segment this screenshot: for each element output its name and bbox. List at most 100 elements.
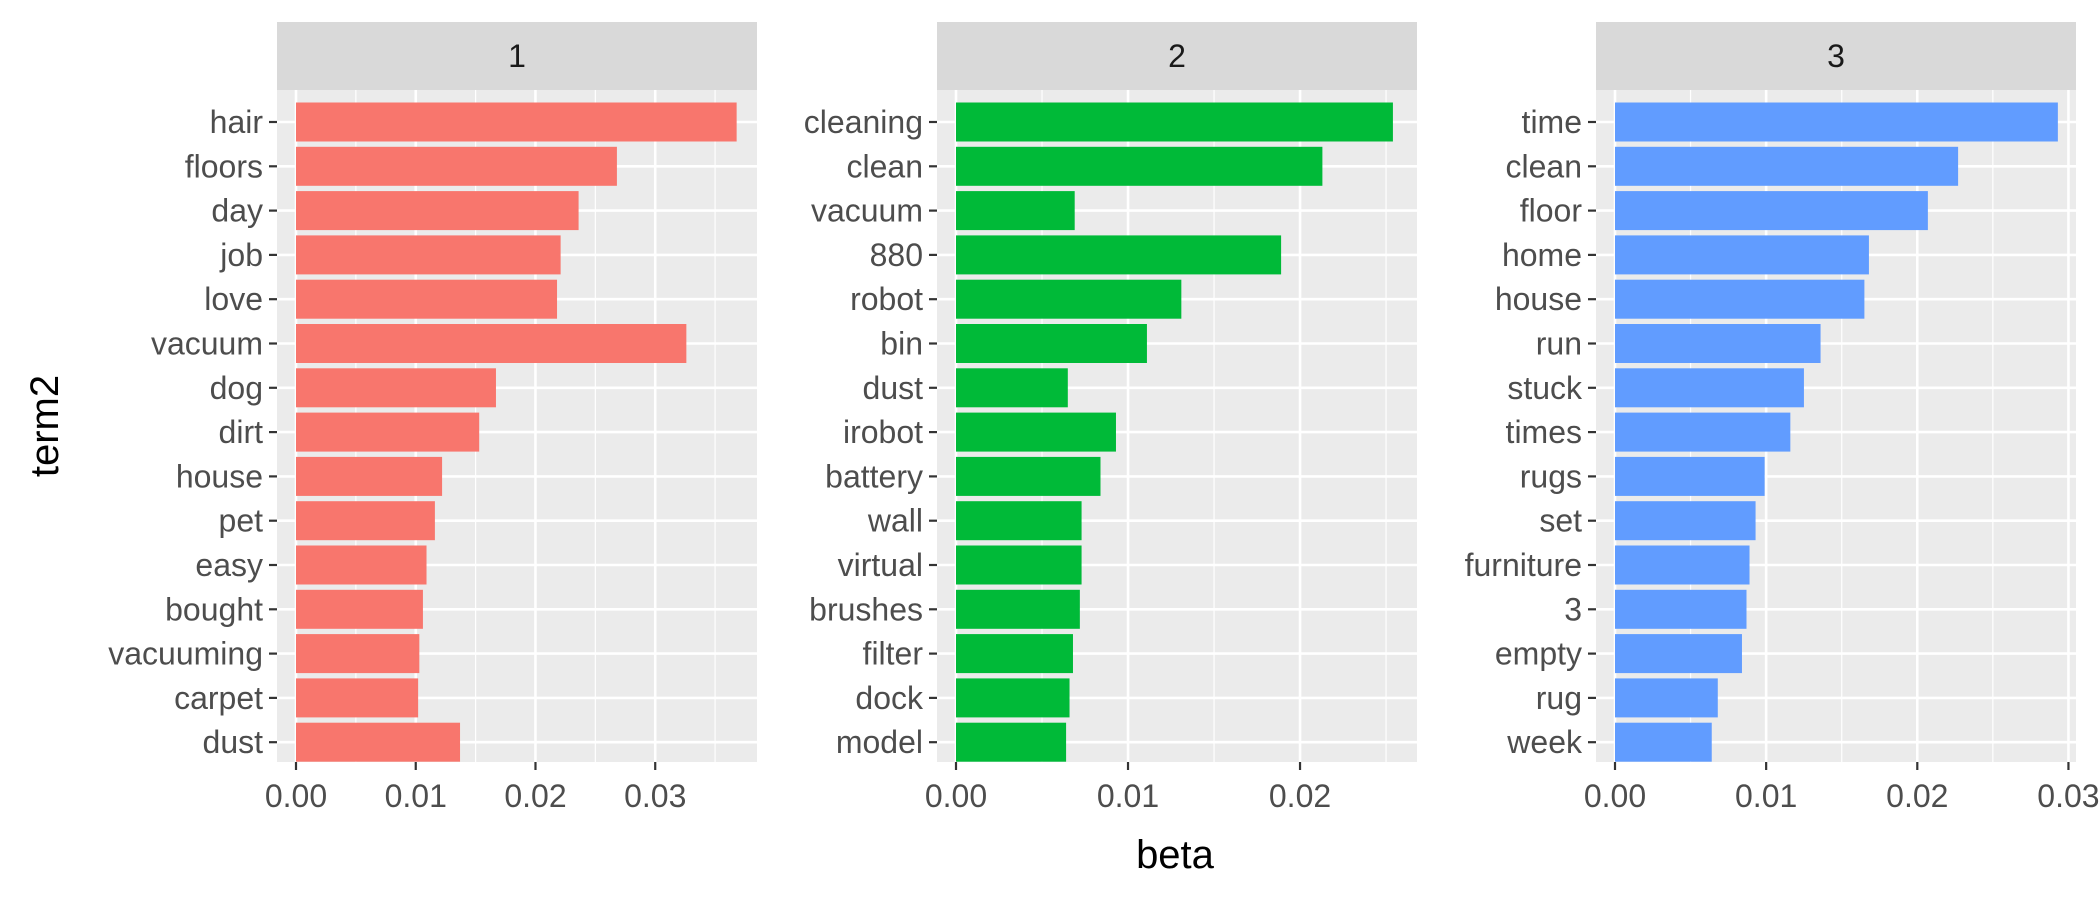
- bar-job: [296, 235, 561, 275]
- x-tick-label: 0.00: [1584, 778, 1646, 814]
- y-tick-label: dust: [203, 724, 264, 760]
- x-tick-label: 0.02: [1269, 778, 1331, 814]
- bar-stuck: [1615, 368, 1804, 408]
- y-axis-title: term2: [23, 375, 67, 477]
- y-tick-label: carpet: [174, 680, 263, 716]
- facet-panel-3: 3 time clean floor home house run stuck times rug…: [1465, 22, 2100, 814]
- bar-run: [1615, 324, 1821, 363]
- y-tick-label: week: [1506, 724, 1583, 760]
- y-tick-label: vacuum: [151, 326, 263, 362]
- bar-bin: [956, 324, 1147, 363]
- y-tick-label: dock: [855, 680, 924, 716]
- bar-easy: [296, 545, 427, 585]
- bar-cleaning: [956, 102, 1393, 142]
- bar-dog: [296, 368, 496, 408]
- y-tick-label: times: [1506, 414, 1582, 450]
- bar-home: [1615, 235, 1869, 275]
- y-tick-label: rug: [1536, 680, 1582, 716]
- bar-rug: [1615, 678, 1718, 718]
- facet-strip-label: 3: [1827, 38, 1845, 74]
- y-tick-label: pet: [219, 503, 264, 539]
- bar-wall: [956, 501, 1082, 541]
- bar-clean: [956, 146, 1323, 186]
- facet-strip: [1596, 22, 2076, 90]
- bar-pet: [296, 501, 435, 541]
- y-tick-label: set: [1539, 503, 1582, 539]
- y-tick-label: dog: [210, 370, 263, 406]
- bar-model: [956, 722, 1067, 762]
- x-tick-label: 0.00: [925, 778, 987, 814]
- bar-vacuuming: [296, 634, 420, 674]
- y-tick-label: brushes: [809, 591, 923, 627]
- y-tick-label: stuck: [1507, 370, 1583, 406]
- x-axis-title: beta: [1136, 833, 1215, 877]
- bar-time: [1615, 102, 2058, 142]
- y-tick-label: easy: [195, 547, 263, 583]
- y-tick-label: battery: [825, 458, 923, 494]
- y-tick-label: dirt: [219, 414, 264, 450]
- bar-carpet: [296, 678, 419, 718]
- bar-dock: [956, 678, 1070, 718]
- bar-irobot: [956, 412, 1116, 452]
- y-tick-label: floors: [185, 148, 263, 184]
- bar-virtual: [956, 545, 1082, 585]
- y-tick-label: robot: [850, 281, 923, 317]
- y-tick-label: cleaning: [804, 104, 923, 140]
- y-tick-label: bought: [165, 591, 263, 627]
- y-tick-label: home: [1502, 237, 1582, 273]
- facet-strip-label: 1: [508, 38, 526, 74]
- facet-strip: [277, 22, 757, 90]
- bar-brushes: [956, 589, 1080, 629]
- x-tick-label: 0.01: [1097, 778, 1159, 814]
- y-tick-label: virtual: [838, 547, 923, 583]
- facet-panel-2: 2 cleaning clean vacuum 880 robot bin dust irobo…: [804, 22, 1417, 814]
- bar-vacuum: [956, 191, 1075, 231]
- y-tick-label: vacuum: [811, 193, 923, 229]
- bar-love: [296, 279, 558, 319]
- bar-furniture: [1615, 545, 1750, 585]
- y-tick-label: 3: [1564, 591, 1582, 627]
- y-tick-label: empty: [1495, 636, 1582, 672]
- y-tick-label: day: [211, 193, 263, 229]
- bar-day: [296, 191, 579, 231]
- bar-battery: [956, 456, 1101, 496]
- x-tick-label: 0.03: [2037, 778, 2099, 814]
- facet-strip-label: 2: [1168, 38, 1186, 74]
- x-tick-label: 0.01: [385, 778, 447, 814]
- bar-dust: [296, 722, 461, 762]
- y-tick-label: rugs: [1520, 458, 1582, 494]
- y-tick-label: model: [836, 724, 923, 760]
- bar-3: [1615, 589, 1747, 629]
- bar-empty: [1615, 634, 1742, 674]
- y-tick-label: house: [1495, 281, 1582, 317]
- bar-vacuum: [296, 324, 687, 363]
- bar-floor: [1615, 191, 1928, 231]
- x-tick-label: 0.00: [265, 778, 327, 814]
- bar-house: [296, 456, 443, 496]
- y-tick-label: 880: [870, 237, 923, 273]
- y-tick-label: clean: [1506, 148, 1583, 184]
- y-tick-label: wall: [867, 503, 923, 539]
- bar-clean: [1615, 146, 1959, 186]
- bar-dust: [956, 368, 1068, 408]
- x-tick-label: 0.02: [1886, 778, 1948, 814]
- y-tick-label: hair: [210, 104, 264, 140]
- y-tick-label: floor: [1520, 193, 1583, 229]
- y-tick-label: dust: [863, 370, 924, 406]
- x-tick-label: 0.03: [624, 778, 686, 814]
- y-tick-label: filter: [863, 636, 924, 672]
- y-tick-label: job: [219, 237, 263, 273]
- y-tick-label: clean: [847, 148, 924, 184]
- bar-880: [956, 235, 1282, 275]
- bar-robot: [956, 279, 1182, 319]
- bar-week: [1615, 722, 1712, 762]
- y-tick-label: vacuuming: [108, 636, 263, 672]
- bar-hair: [296, 102, 737, 142]
- y-tick-label: bin: [880, 326, 923, 362]
- y-tick-label: irobot: [843, 414, 923, 450]
- facet-strip: [937, 22, 1417, 90]
- bar-dirt: [296, 412, 480, 452]
- y-tick-label: love: [204, 281, 263, 317]
